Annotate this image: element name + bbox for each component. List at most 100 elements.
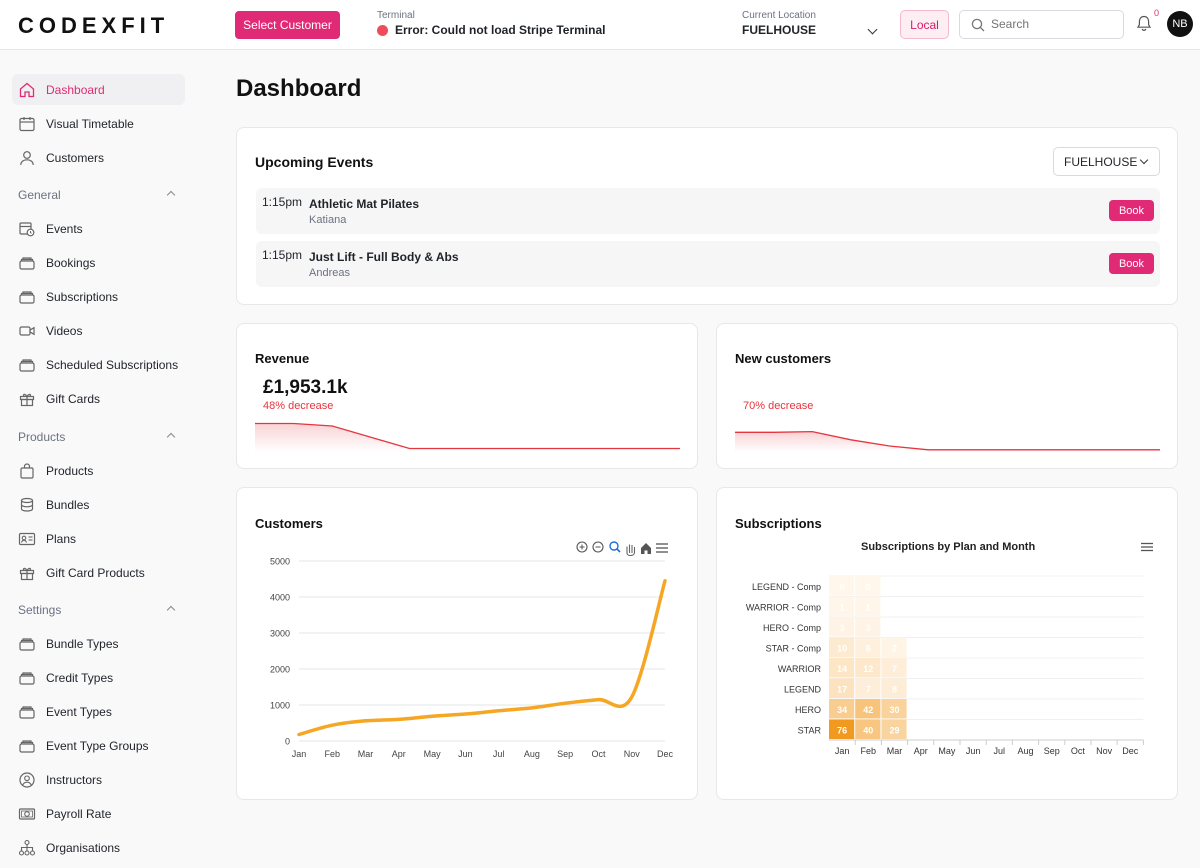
- heatmap-cell-label: 2: [892, 643, 897, 653]
- column-label: Apr: [914, 746, 928, 756]
- heatmap-cell-label: 14: [837, 664, 847, 674]
- sidebar-item-videos[interactable]: Videos: [12, 315, 185, 346]
- column-label: May: [938, 746, 956, 756]
- zoom-out-icon[interactable]: [592, 541, 604, 553]
- book-button[interactable]: Book: [1109, 200, 1154, 221]
- heatmap-cell-label: 7: [866, 684, 871, 694]
- stack-icon: [19, 290, 35, 304]
- heatmap-cell-label: 12: [863, 664, 873, 674]
- bell-icon[interactable]: [1136, 15, 1152, 32]
- sidebar-item-event-types[interactable]: Event Types: [12, 696, 185, 727]
- chevron-up-icon: [166, 605, 176, 615]
- heatmap-cell: [881, 678, 907, 698]
- search-box[interactable]: [959, 10, 1124, 39]
- upcoming-events-title: Upcoming Events: [255, 154, 374, 170]
- sidebar-item-gift-card-products[interactable]: Gift Card Products: [12, 557, 185, 588]
- heatmap-cell-label: 76: [837, 725, 847, 735]
- sidebar-item-products[interactable]: Products: [12, 455, 185, 486]
- section-products[interactable]: Products: [18, 430, 178, 444]
- sidebar-item-label: Bundles: [46, 497, 90, 512]
- x-tick-label: Jul: [493, 749, 505, 759]
- new-customers-card: New customers 70% decrease: [716, 323, 1178, 469]
- heatmap-cell: [855, 637, 881, 657]
- user-icon: [20, 150, 34, 165]
- sidebar-item-scheduled-subscriptions[interactable]: Scheduled Subscriptions: [12, 349, 185, 380]
- sidebar-item-visual-timetable[interactable]: Visual Timetable: [12, 108, 185, 139]
- sidebar-item-organisations[interactable]: Organisations: [12, 832, 185, 863]
- sidebar-item-bookings[interactable]: Bookings: [12, 247, 185, 278]
- reset-home-icon[interactable]: [641, 543, 651, 554]
- heatmap-cell: [829, 637, 855, 657]
- y-tick-label: 2000: [270, 665, 290, 675]
- location-select[interactable]: Current Location FUELHOUSE: [742, 10, 878, 37]
- app-logo[interactable]: CODEXFIT: [18, 13, 170, 38]
- y-tick-label: 3000: [270, 629, 290, 639]
- column-label: Jul: [994, 746, 1006, 756]
- row-label: LEGEND - Comp: [752, 582, 821, 592]
- upcoming-location-value: FUELHOUSE: [1064, 154, 1138, 169]
- heatmap-cell: [855, 699, 881, 719]
- top-header: CODEXFIT Select Customer Terminal Error:…: [0, 0, 1200, 50]
- avatar[interactable]: NB: [1167, 11, 1193, 37]
- menu-icon[interactable]: [1140, 542, 1154, 552]
- sidebar: Dashboard Visual Timetable Customers Gen…: [0, 50, 200, 868]
- sparkline-line: [255, 422, 680, 450]
- sidebar-item-gift-cards[interactable]: Gift Cards: [12, 383, 185, 414]
- selection-zoom-icon[interactable]: [609, 541, 621, 553]
- gift-icon: [19, 393, 35, 406]
- menu-icon[interactable]: [656, 543, 668, 553]
- sidebar-item-subscriptions[interactable]: Subscriptions: [12, 281, 185, 312]
- sidebar-item-bundles[interactable]: Bundles: [12, 489, 185, 520]
- row-label: STAR: [798, 725, 822, 735]
- pan-hand-icon[interactable]: [626, 544, 636, 556]
- customers-chart-title: Customers: [255, 516, 323, 531]
- heatmap-cell: [829, 576, 855, 596]
- sidebar-item-label: Gift Card Products: [46, 565, 145, 580]
- sidebar-item-events[interactable]: Events: [12, 213, 185, 244]
- heatmap-cell-label: 8: [892, 684, 897, 694]
- sidebar-item-plans[interactable]: Plans: [12, 523, 185, 554]
- search-input[interactable]: [991, 17, 1116, 31]
- sidebar-item-label: Products: [46, 463, 94, 478]
- heatmap-cell-label: 42: [863, 705, 873, 715]
- sidebar-item-customers[interactable]: Customers: [12, 142, 185, 173]
- sidebar-item-payroll-rate[interactable]: Payroll Rate: [12, 798, 185, 829]
- local-button[interactable]: Local: [900, 10, 949, 39]
- upcoming-location-select[interactable]: FUELHOUSE: [1053, 147, 1160, 176]
- book-button[interactable]: Book: [1109, 253, 1154, 274]
- coins-icon: [20, 497, 34, 512]
- sidebar-item-label: Bundle Types: [46, 636, 119, 651]
- video-icon: [19, 325, 35, 336]
- sidebar-item-label: Payroll Rate: [46, 806, 112, 821]
- heatmap-cell: [855, 576, 881, 596]
- sidebar-item-bundle-types[interactable]: Bundle Types: [12, 628, 185, 659]
- row-label: STAR - Comp: [766, 643, 821, 653]
- event-row: 1:15pm Just Lift - Full Body & Abs Andre…: [256, 241, 1160, 287]
- sidebar-item-instructors[interactable]: Instructors: [12, 764, 185, 795]
- select-customer-button[interactable]: Select Customer: [235, 11, 340, 39]
- sidebar-item-label: Events: [46, 221, 83, 236]
- sidebar-item-dashboard[interactable]: Dashboard: [12, 74, 185, 105]
- row-label: LEGEND: [784, 684, 822, 694]
- sidebar-item-label: Subscriptions: [46, 289, 119, 304]
- notification-count: 0: [1154, 8, 1160, 18]
- chart-toolbar: [576, 541, 668, 556]
- y-tick-label: 4000: [270, 593, 290, 603]
- column-label: Feb: [861, 746, 877, 756]
- sidebar-item-credit-types[interactable]: Credit Types: [12, 662, 185, 693]
- upcoming-events-card: Upcoming Events FUELHOUSE 1:15pm Athleti…: [236, 127, 1178, 305]
- sidebar-item-label: Credit Types: [46, 670, 114, 685]
- stack-icon: [19, 705, 35, 719]
- chevron-up-icon: [166, 190, 176, 200]
- chevron-up-icon: [166, 432, 176, 442]
- x-tick-label: Nov: [624, 749, 641, 759]
- section-general[interactable]: General: [18, 188, 178, 202]
- x-tick-label: Oct: [591, 749, 606, 759]
- section-settings[interactable]: Settings: [18, 603, 178, 617]
- calendar-icon: [19, 116, 35, 131]
- user-circle-icon: [19, 771, 35, 788]
- x-tick-label: Dec: [657, 749, 674, 759]
- zoom-in-icon[interactable]: [576, 541, 588, 553]
- sidebar-item-event-type-groups[interactable]: Event Type Groups: [12, 730, 185, 761]
- org-chart-icon: [18, 839, 36, 856]
